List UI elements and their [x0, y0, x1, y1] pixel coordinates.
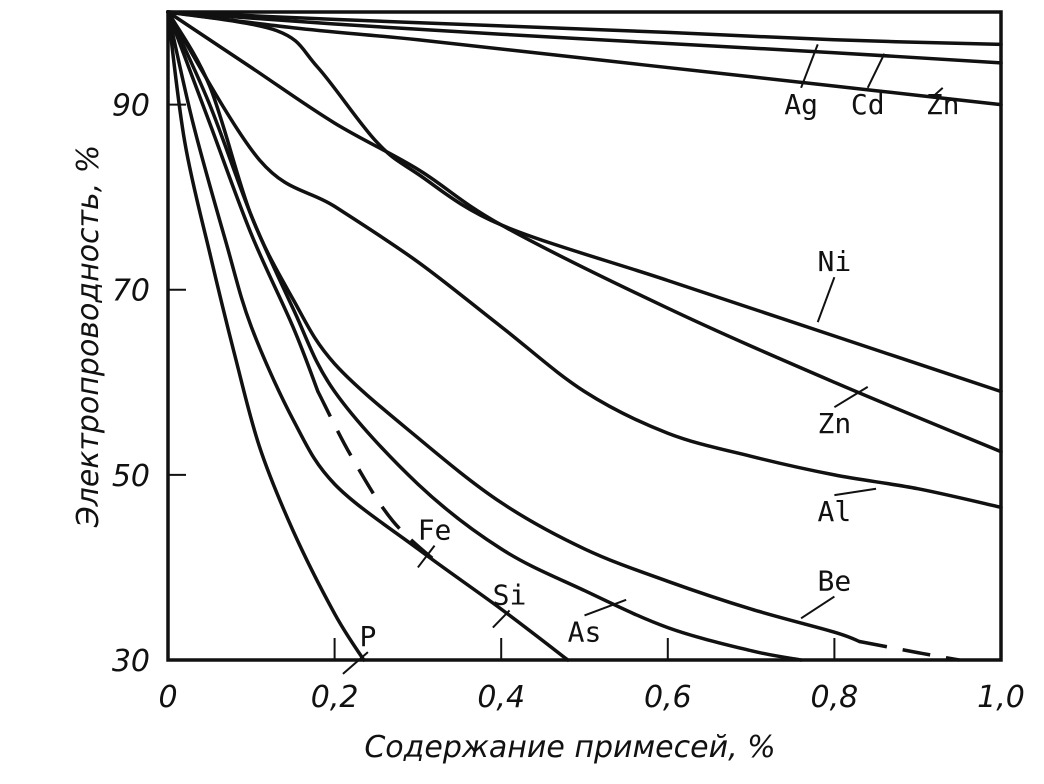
x-tick-label: 0,8 [811, 680, 859, 715]
series-dashed-line-fe-8 [316, 390, 445, 569]
series-line-ag-0 [166, 10, 1003, 47]
y-tick-label: 30 [112, 644, 150, 679]
series-line-zn-2 [166, 10, 1003, 107]
series-leader-si-9 [492, 609, 511, 629]
series-line-as-7 [166, 10, 803, 662]
series-line-al-5 [166, 10, 1003, 510]
series-leader-zn-4 [833, 386, 869, 409]
x-tick-label: 1,0 [977, 680, 1025, 715]
series-leader-as-7 [584, 598, 627, 617]
series-leader-p-10 [342, 651, 369, 675]
series-line-ni-3 [166, 10, 1003, 394]
x-tick-label: 0 [158, 680, 177, 715]
series-leader-fe-8 [417, 545, 436, 569]
series-leader-be-6 [800, 595, 835, 620]
series-label-al-5: Al [818, 495, 852, 528]
series-label-as-7: As [568, 615, 602, 648]
series-line-fe-8 [166, 10, 320, 394]
series-dashed-line-be-6 [859, 639, 960, 662]
plot-frame [166, 10, 1003, 662]
axis-tick-labels: 0 0,2 0,4 0,6 0,8 1,0 30 50 70 90 [112, 89, 1025, 715]
y-tick-label: 70 [112, 274, 150, 309]
x-tick-label: 0,4 [477, 680, 525, 715]
series-leader-al-5 [834, 487, 877, 497]
series-label-zn-2: Zn [926, 88, 960, 121]
series-label-ni-3: Ni [818, 245, 852, 278]
series-leader-ni-3 [816, 276, 836, 323]
series-line-cd-1 [166, 10, 1003, 65]
series-line-zn-4 [166, 10, 1003, 454]
series-label-be-6: Be [818, 565, 852, 598]
series-label-zn-4: Zn [818, 407, 852, 440]
series-label-ag-0: Ag [784, 88, 818, 121]
series-label-p-10: P [359, 620, 376, 653]
series-leader-cd-1 [866, 53, 886, 89]
series-label-layer: Ag Cd Zn Ni Zn Al Be As Fe Si P [342, 44, 960, 675]
axis-ticks [168, 103, 836, 660]
y-axis-title: Электропроводность, % [71, 145, 106, 529]
series-label-si-9: Si [493, 578, 527, 611]
x-axis-title: Содержание примесей, % [364, 730, 775, 765]
series-line-si-9 [166, 10, 570, 662]
series-label-cd-1: Cd [851, 88, 885, 121]
y-tick-label: 50 [112, 459, 150, 494]
y-tick-label: 90 [112, 89, 150, 124]
series-label-fe-8: Fe [418, 514, 452, 547]
series-leader-ag-0 [800, 44, 819, 89]
series-layer [166, 10, 1003, 662]
series-line-p-10 [166, 10, 366, 662]
series-leader-zn-2 [933, 87, 944, 97]
series-line-be-6 [166, 10, 862, 644]
x-tick-label: 0,6 [644, 680, 692, 715]
x-tick-label: 0,2 [311, 680, 359, 715]
